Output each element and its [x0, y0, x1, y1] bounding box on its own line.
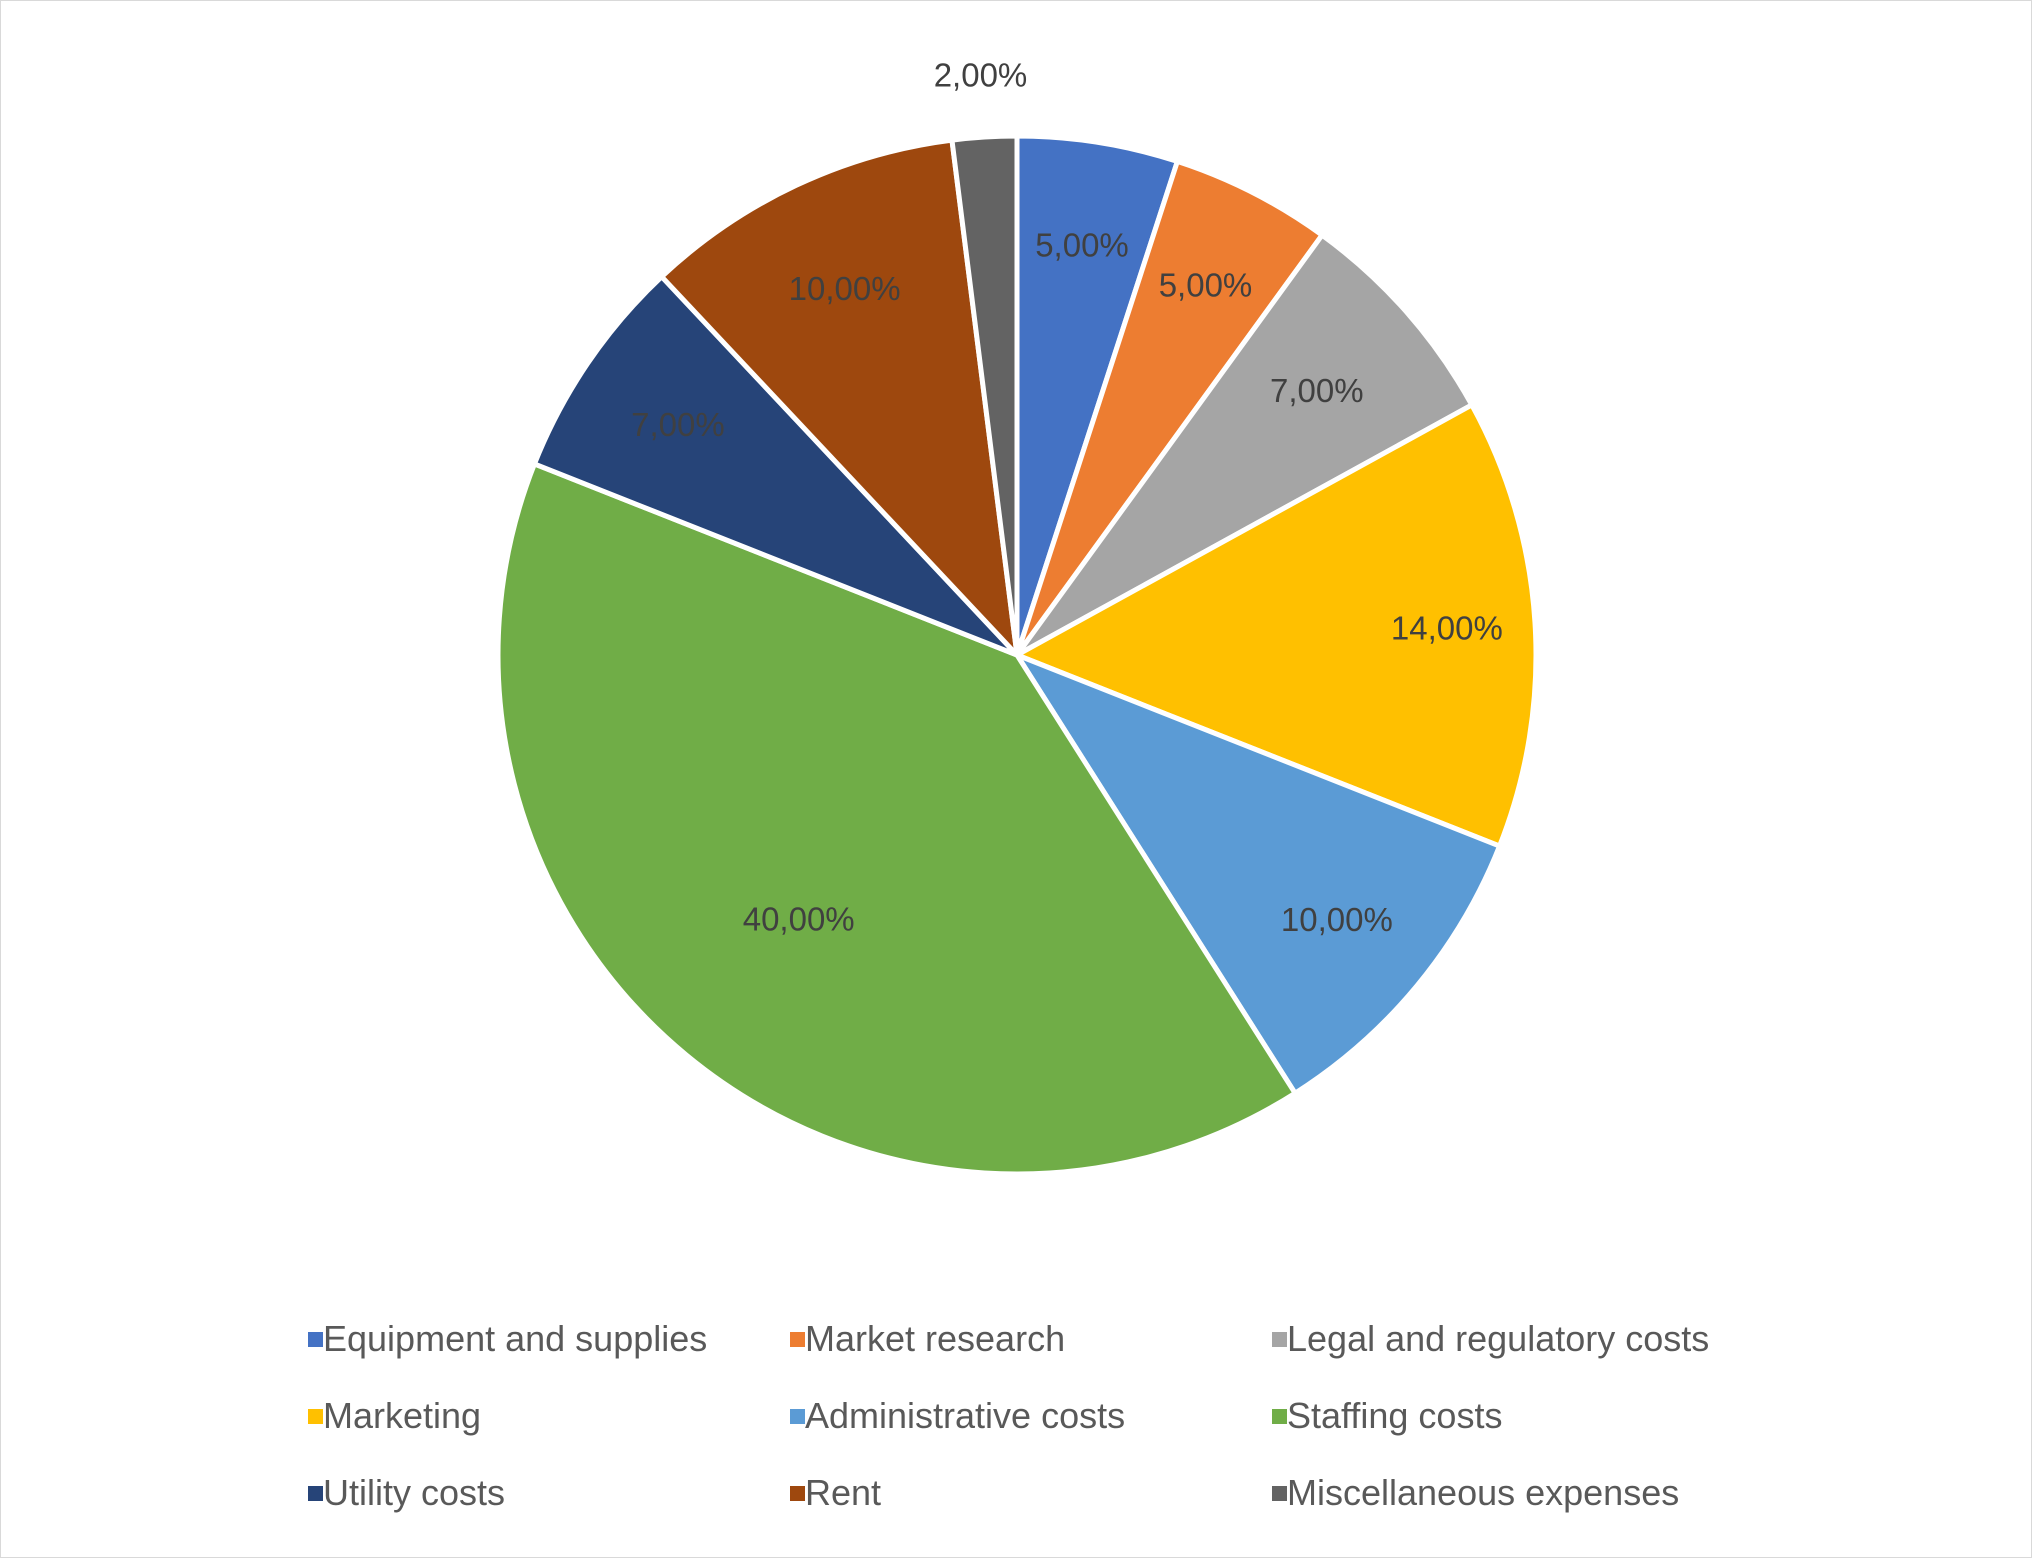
pie-slice [495, 461, 1298, 1177]
data-label: 5,00% [1159, 267, 1253, 304]
legend-swatch [790, 1408, 805, 1424]
legend-swatch [308, 1331, 323, 1347]
legend-label: Marketing [323, 1395, 482, 1436]
legend-swatch [1272, 1331, 1287, 1347]
legend-item: Miscellaneous expenses [1272, 1472, 1792, 1514]
data-label: 10,00% [1281, 901, 1393, 938]
legend-item: Equipment and supplies [308, 1318, 790, 1360]
legend-label: Legal and regulatory costs [1287, 1318, 1710, 1359]
legend-label: Staffing costs [1287, 1395, 1503, 1436]
pie-slice [531, 274, 1020, 658]
legend-label: Administrative costs [805, 1395, 1126, 1436]
pie-slice [1014, 652, 1503, 1096]
legend-item: Administrative costs [790, 1395, 1272, 1437]
legend-item: Staffing costs [1272, 1395, 1792, 1437]
pie-slice [1014, 158, 1325, 658]
legend-swatch [308, 1408, 323, 1424]
legend-item: Market research [790, 1318, 1272, 1360]
legend-item: Rent [790, 1472, 1272, 1514]
legend-swatch [308, 1485, 323, 1501]
legend-label: Rent [805, 1472, 882, 1513]
legend-item: Marketing [308, 1395, 790, 1437]
data-label: 2,00% [934, 56, 1028, 93]
pie-slice [949, 133, 1020, 658]
pie-slice [1014, 402, 1539, 849]
data-label: 14,00% [1391, 610, 1503, 647]
data-label: 40,00% [743, 900, 855, 937]
legend-swatch [1272, 1485, 1287, 1501]
pie-slice [1014, 232, 1475, 658]
data-label: 5,00% [1035, 226, 1129, 263]
data-label: 7,00% [1270, 372, 1364, 409]
legend-swatch [790, 1485, 805, 1501]
data-label: 10,00% [789, 270, 901, 307]
legend-label: Miscellaneous expenses [1287, 1472, 1680, 1513]
legend-label: Equipment and supplies [323, 1318, 708, 1359]
legend-item: Legal and regulatory costs [1272, 1318, 1792, 1360]
chart-legend: Equipment and supplies Market research L… [308, 1318, 1792, 1514]
legend-item: Utility costs [308, 1472, 790, 1514]
data-label: 7,00% [631, 406, 725, 443]
pie-slice [659, 137, 1020, 658]
legend-swatch [1272, 1408, 1287, 1424]
legend-label: Market research [805, 1318, 1066, 1359]
legend-label: Utility costs [323, 1472, 506, 1513]
legend-swatch [790, 1331, 805, 1347]
